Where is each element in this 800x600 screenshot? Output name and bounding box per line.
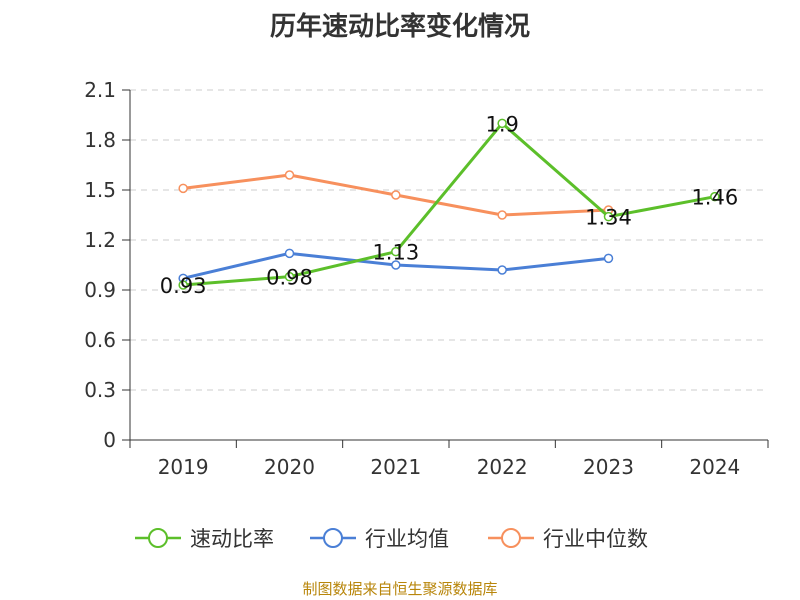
data-point xyxy=(284,271,295,282)
data-point xyxy=(497,118,507,129)
data-point xyxy=(603,211,614,222)
data-point xyxy=(284,248,295,259)
x-tick-label: 2021 xyxy=(370,455,421,479)
data-point xyxy=(497,210,507,220)
data-point xyxy=(710,191,720,202)
legend-marker xyxy=(501,528,521,548)
x-tick-label: 2024 xyxy=(689,455,740,479)
data-point xyxy=(391,246,401,257)
data-point xyxy=(178,280,188,290)
series-line-0 xyxy=(183,121,716,287)
y-tick-label: 1.5 xyxy=(84,178,116,202)
x-tick-label: 2019 xyxy=(158,455,209,479)
chart-title: 历年速动比率变化情况 xyxy=(269,12,530,42)
y-tick-label: 1.8 xyxy=(84,128,116,152)
data-point xyxy=(391,190,401,200)
data-point xyxy=(497,265,507,275)
y-tick-label: 2.1 xyxy=(84,78,116,102)
data-label: 0.98 xyxy=(266,266,313,290)
data-label: 1.9 xyxy=(485,112,518,136)
data-point xyxy=(391,260,401,270)
y-tick-label: 0.3 xyxy=(84,378,116,402)
y-tick-label: 1.2 xyxy=(84,228,116,252)
data-label: 1.46 xyxy=(691,186,738,210)
data-label: 0.93 xyxy=(160,274,207,298)
data-point xyxy=(178,183,188,194)
y-tick-label: 0.6 xyxy=(84,328,116,352)
legend-label: 行业中位数 xyxy=(543,527,648,551)
x-tick-label: 2023 xyxy=(583,455,634,479)
legend-label: 行业均值 xyxy=(365,527,449,551)
legend-marker xyxy=(148,528,168,548)
data-point xyxy=(603,253,614,264)
data-label: 1.13 xyxy=(372,241,419,265)
y-tick-label: 0 xyxy=(103,428,116,452)
legend-label: 速动比率 xyxy=(190,527,274,551)
x-tick-label: 2020 xyxy=(264,455,315,479)
x-tick-label: 2022 xyxy=(477,455,528,479)
y-tick-label: 0.9 xyxy=(84,278,116,302)
source-note: 制图数据来自恒生聚源数据库 xyxy=(302,580,498,598)
data-point xyxy=(284,170,295,180)
data-label: 1.34 xyxy=(585,206,632,230)
legend-marker xyxy=(323,528,343,548)
